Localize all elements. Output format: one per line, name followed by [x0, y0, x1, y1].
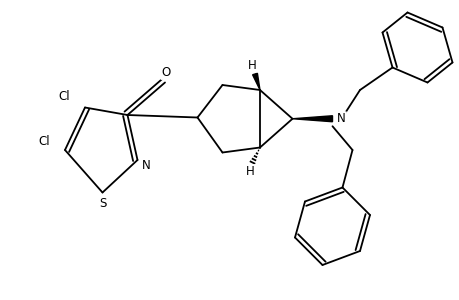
Polygon shape [292, 116, 332, 122]
Text: O: O [161, 66, 170, 79]
Text: H: H [247, 58, 256, 71]
Text: N: N [142, 158, 151, 172]
Text: S: S [99, 197, 106, 210]
Text: Cl: Cl [38, 134, 50, 148]
Text: Cl: Cl [58, 90, 70, 103]
Polygon shape [252, 73, 259, 90]
Text: N: N [336, 112, 345, 125]
Text: H: H [245, 165, 254, 178]
